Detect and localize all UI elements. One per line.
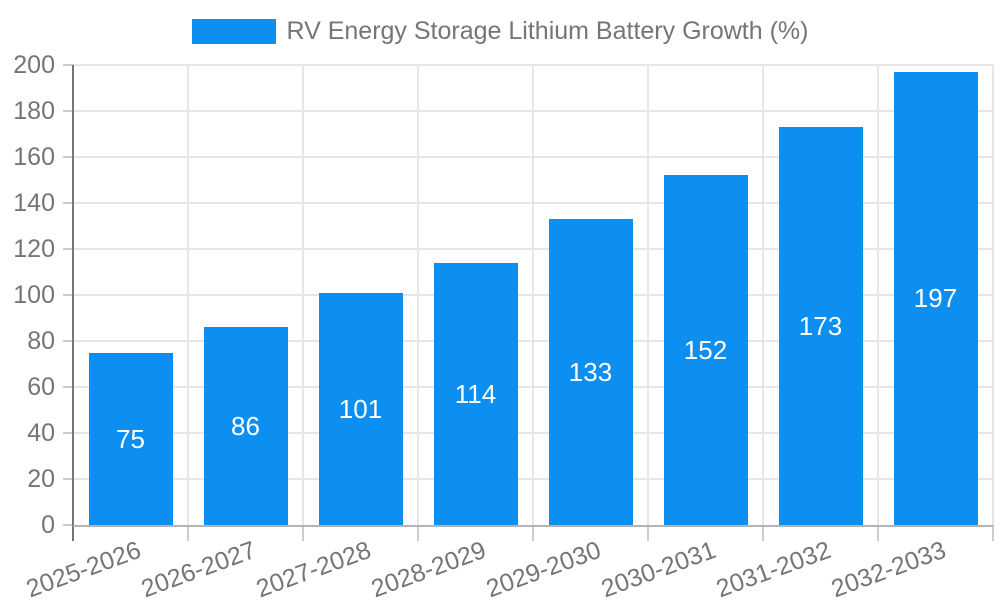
bar-2027-2028[interactable]: 101 — [318, 292, 403, 525]
bar-2031-2032[interactable]: 173 — [778, 127, 863, 525]
y-axis-label: 200 — [13, 51, 55, 79]
y-axis-tick — [63, 202, 73, 204]
v-gridline — [532, 65, 534, 525]
y-axis-label: 60 — [27, 373, 55, 401]
legend-swatch-icon — [191, 18, 276, 44]
x-axis-tick — [647, 525, 649, 541]
bar-value-label: 152 — [683, 335, 728, 366]
y-axis-label: 140 — [13, 189, 55, 217]
x-axis-tick — [532, 525, 534, 541]
y-axis-tick — [63, 248, 73, 250]
v-gridline — [187, 65, 189, 525]
legend-label: RV Energy Storage Lithium Battery Growth… — [286, 16, 809, 45]
y-axis-label: 0 — [41, 511, 55, 539]
bar-value-label: 197 — [913, 283, 958, 314]
bar-value-label: 101 — [338, 393, 383, 424]
x-axis-tick — [877, 525, 879, 541]
bar-value-label: 114 — [454, 378, 497, 409]
bar-2028-2029[interactable]: 114 — [433, 262, 518, 525]
x-axis-tick — [762, 525, 764, 541]
bar-value-label: 173 — [798, 311, 843, 342]
v-gridline — [302, 65, 304, 525]
y-axis-label: 160 — [13, 143, 55, 171]
x-axis-tick — [417, 525, 419, 541]
y-axis-label: 80 — [27, 327, 55, 355]
x-axis-tick — [187, 525, 189, 541]
y-axis-tick — [63, 478, 73, 480]
y-axis-tick — [63, 294, 73, 296]
y-axis-label: 120 — [13, 235, 55, 263]
y-axis-tick — [63, 386, 73, 388]
x-axis-line — [73, 525, 993, 527]
bar-2032-2033[interactable]: 197 — [893, 71, 978, 525]
v-gridline — [762, 65, 764, 525]
bar-2030-2031[interactable]: 152 — [663, 175, 748, 525]
bar-value-label: 86 — [231, 411, 260, 442]
y-axis-tick — [63, 64, 73, 66]
v-gridline — [647, 65, 649, 525]
x-axis-tick — [302, 525, 304, 541]
y-axis-tick — [63, 432, 73, 434]
y-axis-tick — [63, 340, 73, 342]
y-axis-label: 100 — [13, 281, 55, 309]
v-gridline — [877, 65, 879, 525]
y-axis-tick — [63, 110, 73, 112]
x-axis-tick — [992, 525, 994, 541]
bar-2026-2027[interactable]: 86 — [203, 327, 288, 525]
v-gridline — [992, 65, 994, 525]
bar-value-label: 75 — [116, 423, 145, 454]
y-axis-tick — [63, 156, 73, 158]
y-axis-line — [72, 65, 74, 541]
v-gridline — [417, 65, 419, 525]
chart-legend[interactable]: RV Energy Storage Lithium Battery Growth… — [0, 17, 1000, 45]
y-axis-label: 40 — [27, 419, 55, 447]
y-axis-label: 20 — [27, 465, 55, 493]
bar-value-label: 133 — [568, 357, 613, 388]
bar-2029-2030[interactable]: 133 — [548, 219, 633, 525]
y-axis-label: 180 — [13, 97, 55, 125]
y-axis-tick — [63, 524, 73, 526]
bar-2025-2026[interactable]: 75 — [88, 352, 173, 525]
